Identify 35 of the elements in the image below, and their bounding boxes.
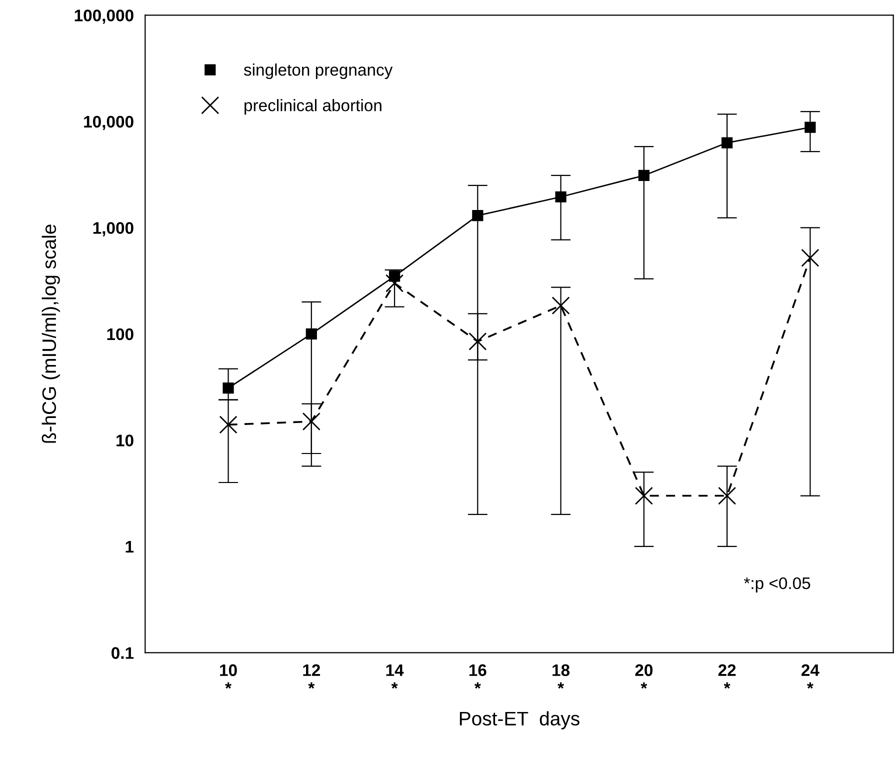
point [219, 416, 238, 434]
point [552, 296, 570, 315]
point [306, 328, 317, 340]
point [638, 170, 650, 182]
y-tick-label: 100 [107, 328, 134, 340]
legend-label: singleton pregnancy [244, 64, 393, 80]
point [472, 210, 484, 222]
x-axis-title: Post-ET days [460, 711, 580, 730]
y-tick-label: 1 [126, 541, 134, 553]
point [718, 486, 736, 505]
legend-label: preclinical abortion [244, 99, 382, 115]
y-tick-label: 10,000 [84, 116, 134, 130]
point [386, 274, 404, 292]
y-axis-title: ß-hCG (mIU/ml),log scale [42, 224, 60, 443]
point [222, 382, 234, 394]
x-tick-label: 14 * [386, 664, 404, 689]
y-tick-label: 10 [116, 434, 134, 446]
x-tick-label: 24 * [801, 664, 820, 689]
point [722, 137, 733, 148]
point [302, 412, 320, 431]
x-tick-label: 20 * [635, 664, 653, 689]
y-tick-label: 1,000 [93, 222, 134, 236]
x-tick-label: 16 * [469, 664, 486, 689]
annotation: *:p <0.05 [744, 577, 810, 592]
y-tick-label: 0.1 [112, 647, 134, 659]
point [634, 486, 653, 505]
x-tick-label: 18 * [552, 664, 570, 689]
point [468, 332, 487, 350]
point [804, 122, 816, 133]
x-tick-label: 22 * [718, 664, 736, 689]
point [801, 248, 820, 267]
y-tick-label: 100,000 [74, 10, 134, 24]
point [555, 191, 566, 202]
x-tick-label: 10 * [220, 664, 237, 689]
x-tick-label: 12 * [303, 664, 320, 689]
